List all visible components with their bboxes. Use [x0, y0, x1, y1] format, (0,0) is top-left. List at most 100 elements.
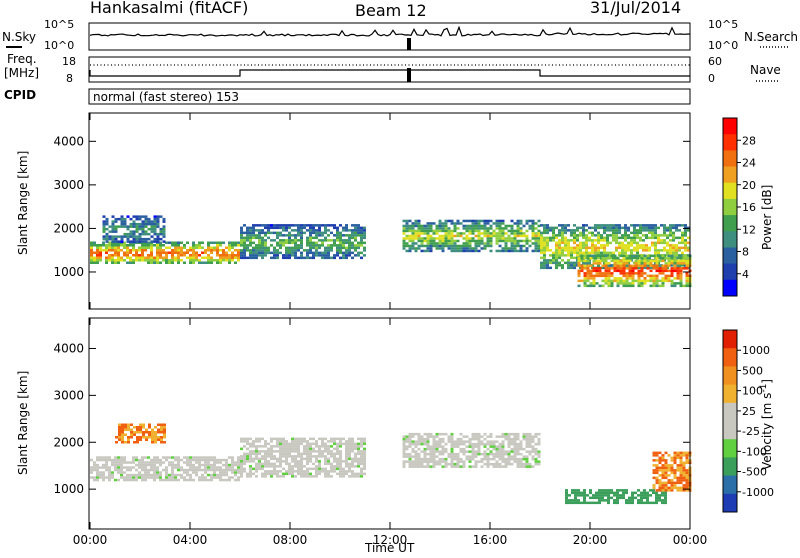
- echo-cell: [525, 440, 529, 443]
- echo-cell: [465, 457, 469, 461]
- echo-cell: [423, 239, 427, 243]
- echo-cell: [255, 465, 258, 468]
- echo-cell: [583, 259, 587, 263]
- echo-cell: [360, 231, 363, 235]
- echo-cell: [408, 460, 412, 463]
- echo-cell: [504, 224, 508, 228]
- echo-cell: [531, 435, 535, 438]
- echo-cell: [336, 226, 339, 230]
- echo-cell: [417, 460, 421, 463]
- echo-cell: [159, 256, 162, 259]
- echo-cell: [183, 468, 186, 472]
- echo-cell: [682, 486, 686, 490]
- echo-cell: [609, 229, 612, 232]
- echo-cell: [276, 234, 279, 237]
- echo-cell: [664, 469, 668, 472]
- echo-cell: [462, 224, 466, 228]
- echo-cell: [408, 452, 412, 456]
- echo-cell: [510, 447, 514, 451]
- echo-cell: [477, 227, 481, 230]
- echo-cell: [225, 463, 228, 467]
- echo-cell: [231, 468, 234, 472]
- echo-cell: [576, 239, 579, 242]
- echo-cell: [438, 445, 442, 448]
- echo-cell: [237, 461, 240, 464]
- echo-cell: [154, 441, 157, 444]
- echo-cell: [216, 466, 219, 469]
- echo-cell: [405, 460, 409, 463]
- echo-cell: [480, 224, 484, 228]
- echo-cell: [270, 447, 273, 451]
- echo-cell: [93, 463, 96, 467]
- echo-cell: [516, 227, 520, 230]
- echo-cell: [577, 501, 580, 505]
- echo-cell: [573, 229, 576, 232]
- echo-cell: [270, 231, 273, 235]
- echo-cell: [330, 475, 333, 478]
- echo-cell: [657, 239, 660, 242]
- echo-cell: [123, 254, 126, 257]
- echo-cell: [534, 237, 538, 240]
- echo-cell: [153, 468, 156, 472]
- echo-cell: [598, 272, 602, 275]
- echo-cell: [525, 455, 529, 458]
- echo-cell: [501, 455, 505, 458]
- echo-cell: [123, 232, 127, 236]
- echo-cell: [516, 232, 520, 235]
- echo-cell: [564, 231, 567, 235]
- echo-cell: [348, 445, 351, 448]
- echo-cell: [333, 254, 336, 257]
- echo-cell: [348, 467, 351, 471]
- echo-cell: [537, 440, 541, 443]
- echo-cell: [150, 466, 153, 469]
- echo-cell: [243, 467, 246, 471]
- echo-cell: [501, 227, 505, 230]
- echo-cell: [264, 234, 267, 237]
- echo-cell: [120, 225, 124, 228]
- echo-cell: [363, 234, 366, 237]
- echo-cell: [483, 224, 487, 228]
- echo-cell: [210, 256, 213, 259]
- echo-cell: [111, 249, 114, 252]
- echo-cell: [300, 246, 303, 250]
- echo-cell: [555, 251, 558, 255]
- echo-cell: [616, 279, 620, 283]
- echo-cell: [324, 231, 327, 235]
- echo-cell: [654, 231, 657, 235]
- echo-cell: [357, 475, 360, 478]
- echo-cell: [198, 461, 201, 464]
- echo-cell: [589, 489, 592, 492]
- freq-label-top: Freq.: [7, 52, 37, 66]
- echo-cell: [510, 462, 514, 466]
- echo-cell: [114, 237, 118, 241]
- echo-cell: [438, 244, 442, 248]
- echo-cell: [486, 455, 490, 458]
- echo-cell: [423, 452, 427, 456]
- echo-cell: [607, 284, 611, 288]
- echo-cell: [312, 442, 315, 446]
- echo-cell: [673, 481, 677, 485]
- echo-cell: [234, 463, 237, 467]
- echo-cell: [225, 246, 228, 249]
- echo-cell: [507, 457, 511, 461]
- echo-cell: [351, 457, 354, 461]
- echo-cell: [456, 227, 460, 230]
- echo-cell: [679, 451, 683, 455]
- echo-cell: [243, 460, 246, 463]
- echo-cell: [474, 442, 478, 446]
- echo-cell: [561, 236, 564, 240]
- echo-cell: [351, 234, 354, 237]
- colorbar-swatch: [723, 198, 737, 216]
- echo-cell: [592, 274, 596, 278]
- echo-cell: [679, 454, 683, 457]
- echo-cell: [462, 460, 466, 463]
- echo-cell: [670, 282, 674, 285]
- echo-cell: [93, 256, 96, 259]
- echo-cell: [318, 437, 321, 441]
- echo-cell: [159, 254, 162, 257]
- echo-cell: [414, 237, 418, 240]
- echo-cell: [441, 224, 445, 228]
- echo-cell: [249, 455, 252, 458]
- echo-cell: [141, 254, 144, 257]
